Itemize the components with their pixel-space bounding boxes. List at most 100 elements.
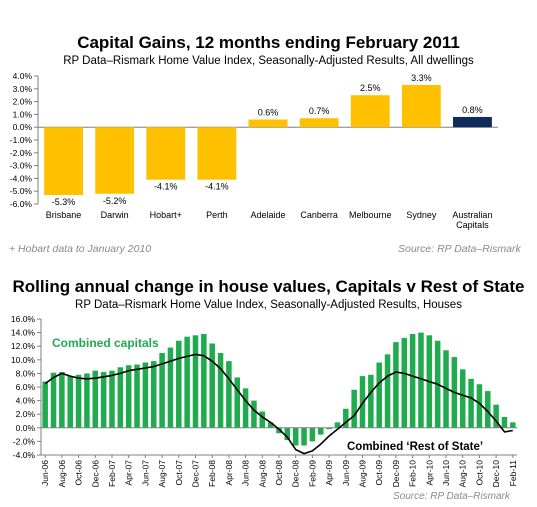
chart2-bar (418, 332, 424, 428)
chart2-x-tick-label: Oct-06 (74, 460, 84, 486)
chart2-bar (100, 372, 107, 428)
chart1-category-label: Melbourne (349, 210, 392, 220)
chart2-bar (292, 427, 299, 446)
chart2-bar (468, 378, 474, 428)
chart2-plot: 16.0% 14.0% 12.0% 10.0% 8.0% 6.0% 4.0% 2.0% 0.0%… (11, 314, 518, 500)
chart2-x-tick-label: Feb-10 (408, 460, 418, 487)
chart2-y-tick-label: 14.0% (11, 328, 36, 338)
chart2-x-tick-label: Aug-08 (257, 460, 267, 488)
chart2-x-tick-label: Dec-08 (291, 460, 301, 488)
chart1-y-tick-label: 3.0% (13, 84, 33, 94)
chart2-x-tick-label: Dec-06 (90, 460, 100, 488)
chart1-category-label: Capitals (456, 220, 489, 230)
chart2-bar (59, 372, 65, 428)
chart2-bar (259, 411, 266, 428)
chart2-x-tick-label: Jun-07 (140, 460, 150, 486)
chart2-bar (351, 389, 357, 428)
chart2-bar (125, 365, 132, 428)
chart2-x-tick-label: Apr-07 (124, 460, 134, 486)
chart1-data-label: -5.2% (103, 196, 127, 206)
chart2-x-tick-label: Oct-07 (174, 460, 184, 486)
chart2-bar (234, 377, 241, 428)
chart1-category-label: Sydney (406, 210, 437, 220)
chart1-category-label: Canberra (300, 210, 338, 220)
chart2-bar (84, 373, 90, 428)
chart2-bar (326, 427, 332, 430)
chart1-y-tick-label: 2.0% (13, 97, 33, 107)
chart2-x-tick-label: Aug-09 (358, 460, 368, 488)
chart2-bar (192, 335, 199, 428)
chart2-x-tick-label: Jun-08 (241, 460, 251, 486)
chart2-y-tick-label: 0.0% (16, 423, 36, 433)
chart2-bar (485, 391, 491, 428)
chart2-rest-of-state-line (44, 353, 513, 455)
chart2-bar (368, 374, 374, 428)
chart1-y-tick-label: -2.0% (10, 148, 33, 158)
chart2-title: Rolling annual change in house values, C… (12, 277, 525, 296)
chart1-y-tick-label: -6.0% (10, 199, 33, 209)
chart2-bar (334, 422, 341, 428)
chart1-bar (44, 127, 83, 196)
chart2-y-tick-label: 4.0% (16, 396, 36, 406)
chart2-x-tick-label: Aug-10 (458, 460, 468, 488)
chart2-bar (42, 381, 48, 428)
chart2-bar (376, 362, 382, 428)
chart2-x-tick-label: Jun-09 (341, 460, 351, 486)
chart2-bar (359, 376, 366, 428)
chart2-bar (284, 427, 291, 441)
chart1-data-label: -4.1% (154, 182, 178, 192)
chart1-y-tick-label: 1.0% (13, 109, 33, 119)
chart2-bar (493, 404, 499, 428)
chart1-data-label: 0.7% (309, 106, 330, 116)
chart2-bar (459, 369, 466, 428)
chart2-bar (134, 364, 140, 428)
chart2-bar (109, 370, 115, 428)
chart2-bar (75, 374, 82, 428)
chart2-bar (201, 333, 207, 428)
chart2-bar (217, 353, 224, 428)
chart2-label-combined-capitals: Combined capitals (52, 336, 159, 350)
chart2-bar (184, 336, 190, 428)
chart2-bar (92, 370, 99, 428)
chart2-x-tick-label: Feb-09 (307, 460, 317, 487)
chart1-category-label: Brisbane (46, 210, 82, 220)
chart1-plot: 4.0% 3.0% 2.0% 1.0% 0.0% -1.0% -2.0% -3.0% -4.0%… (10, 71, 498, 230)
chart1-data-label: 3.3% (411, 73, 432, 83)
chart2-x-tick-label: Apr-09 (324, 460, 334, 486)
chart2-y-tick-label: -4.0% (13, 450, 36, 460)
chart2-y-tick-label: 6.0% (16, 382, 36, 392)
chart2-bar (393, 342, 399, 428)
chart2-bar (142, 362, 149, 428)
chart1-subtitle: RP Data–Rismark Home Value Index, Season… (63, 55, 474, 67)
chart2-x-tick-label: Feb-08 (207, 460, 217, 487)
chart2-x-tick-label: Apr-10 (424, 460, 434, 486)
chart1-category-label: Darwin (101, 210, 129, 220)
chart1-data-label: -5.3% (52, 197, 76, 207)
chart1-bar (350, 95, 390, 128)
chart1-y-tick-label: 0.0% (13, 122, 33, 132)
chart2-bar (276, 427, 282, 434)
chart2-bar (226, 361, 232, 428)
chart2-y-tick-label: 8.0% (16, 368, 36, 378)
chart2-bar (267, 422, 274, 428)
chart1-y-tick-label: 4.0% (13, 71, 33, 81)
chart1-y-tick-label: -3.0% (10, 161, 33, 171)
chart2-bar (401, 338, 408, 428)
chart1-data-label: 0.8% (462, 105, 483, 115)
chart2-subtitle: RP Data–Rismark Home Value Index, Season… (75, 299, 462, 311)
chart1-title: Capital Gains, 12 months ending February… (77, 33, 460, 52)
chart2-x-tick-label: Feb-07 (107, 460, 117, 487)
chart1-data-label: -4.1% (205, 182, 229, 192)
chart2-bar (476, 384, 483, 428)
chart2-x-tick-label: Apr-08 (224, 460, 234, 486)
chart1-bar (146, 127, 186, 180)
chart2-bar (209, 343, 215, 428)
chart2-bar (150, 361, 157, 428)
chart2-x-tick-label: Oct-10 (474, 460, 484, 486)
chart2-source: Source: RP Data–Rismark (393, 491, 511, 500)
chart2-x-tick-label: Dec-10 (491, 460, 501, 488)
chart2-bar (50, 372, 57, 428)
chart1-category-label: Perth (206, 210, 228, 220)
chart2-x-tick-label: Dec-07 (190, 460, 200, 488)
chart2-y-tick-label: 12.0% (11, 341, 36, 351)
